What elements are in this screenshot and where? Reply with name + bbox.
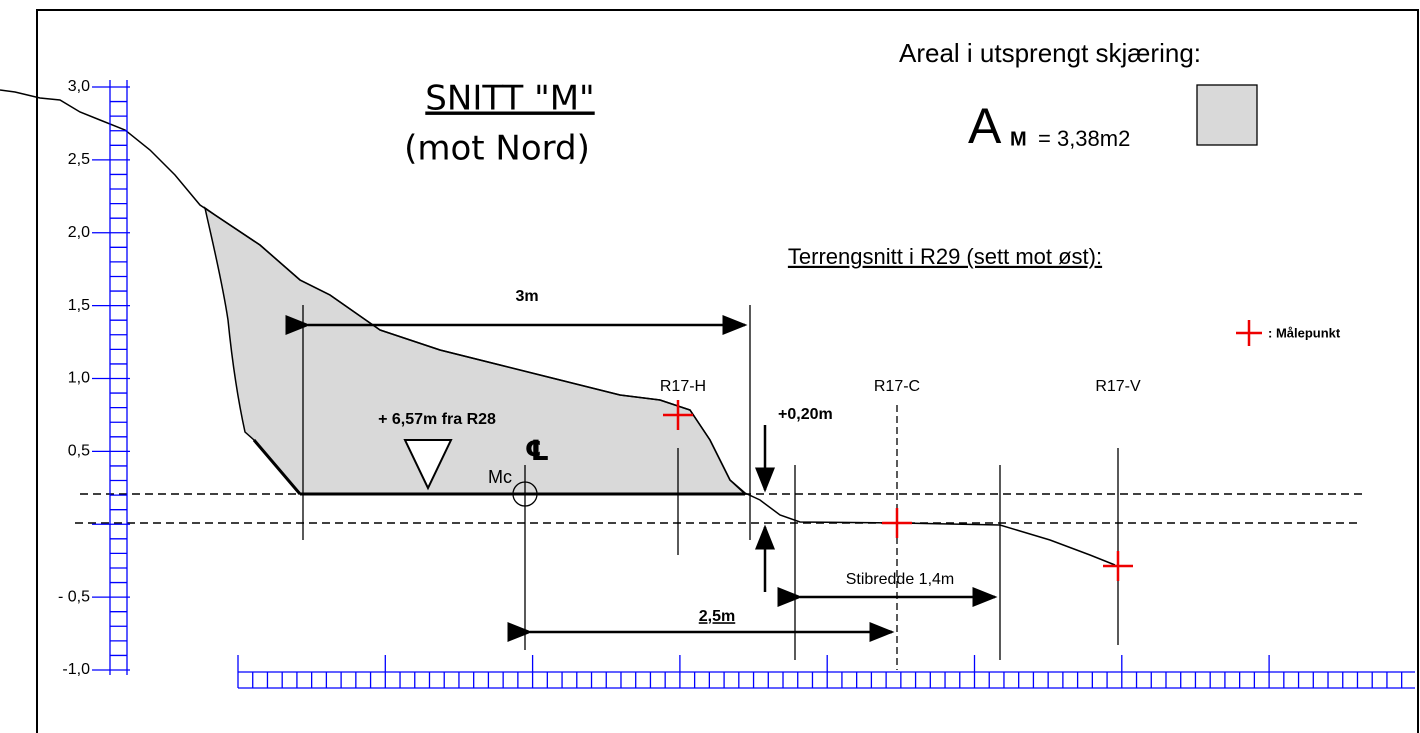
frame (36, 9, 1419, 733)
point-label: R17-H (660, 378, 706, 395)
y-axis-label: 2,5 (68, 151, 90, 168)
level-triangle (403, 439, 453, 491)
y-axis-label: 3,0 (68, 78, 90, 95)
area-legend-box (1196, 84, 1258, 146)
y-axis-label: 0,5 (68, 443, 90, 460)
legend-label: : Målepunkt (1268, 325, 1341, 340)
dimension-arrows (285, 315, 998, 642)
center-circle (510, 481, 540, 507)
terrain-line (0, 89, 1116, 566)
y-axis-label: 1,0 (68, 370, 90, 387)
y-axis-label: 1,5 (68, 297, 90, 314)
measure-points (663, 320, 1262, 581)
slope-line (252, 439, 302, 495)
area-subscript: M (1010, 128, 1027, 150)
dimension-height: +0,20m (778, 406, 833, 423)
subtitle: (mot Nord) (404, 129, 590, 169)
center-label: Mc (488, 467, 512, 487)
point-label: R17-C (874, 378, 920, 395)
rulers (92, 80, 1415, 689)
cut-area (203, 206, 747, 495)
y-axis-label: - 0,5 (58, 588, 90, 605)
y-axis-label: 2,0 (68, 224, 90, 241)
centerline-symbol: ℄ (524, 434, 549, 467)
area-value: = 3,38m2 (1038, 126, 1130, 151)
section-title: Terrengsnitt i R29 (sett mot øst): (788, 244, 1102, 269)
area-label: Areal i utsprengt skjæring: (899, 38, 1201, 68)
y-axis-label: -1,0 (62, 661, 90, 678)
path-width-label: Stibredde 1,4m (846, 571, 955, 588)
point-label: R17-V (1095, 378, 1141, 395)
reference-lines (302, 305, 1119, 670)
offset-label: + 6,57m fra R28 (378, 411, 496, 428)
area-symbol: A (968, 98, 1002, 154)
distance-label: 2,5m (699, 608, 735, 625)
dimension-width: 3m (515, 288, 538, 305)
title: SNITT "M" (425, 79, 594, 119)
